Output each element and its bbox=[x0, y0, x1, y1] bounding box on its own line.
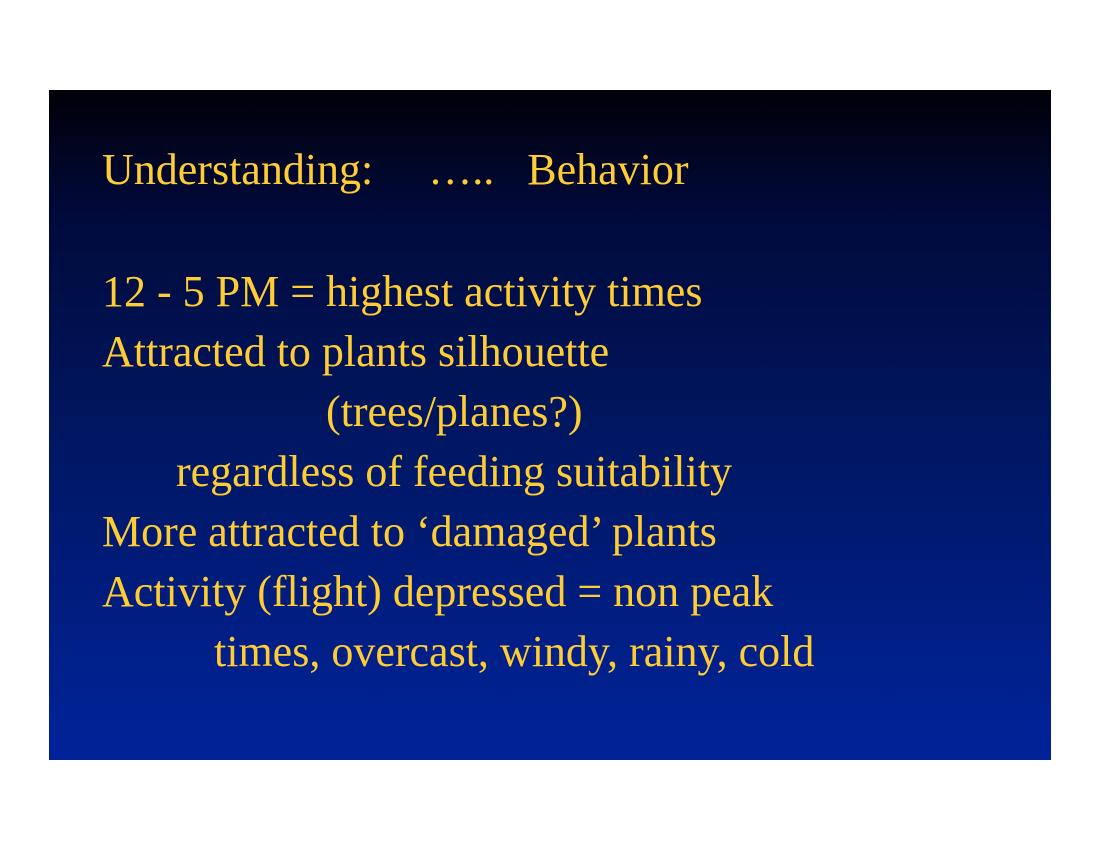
bullet-line-feeding-suitability: regardless of feeding suitability bbox=[176, 447, 732, 496]
bullet-line-weather-conditions: times, overcast, windy, rainy, cold bbox=[214, 627, 815, 676]
bullet-line-damaged-plants: More attracted to ‘damaged’ plants bbox=[102, 507, 717, 556]
bullet-line-flight-depressed: Activity (flight) depressed = non peak bbox=[102, 567, 774, 616]
slide: Understanding: ….. Behavior 12 - 5 PM = … bbox=[49, 90, 1051, 760]
bullet-line-activity-times: 12 - 5 PM = highest activity times bbox=[102, 267, 703, 316]
slide-heading: Understanding: ….. Behavior bbox=[102, 145, 689, 194]
bullet-line-silhouette: Attracted to plants silhouette bbox=[102, 327, 610, 376]
bullet-line-trees-planes: (trees/planes?) bbox=[326, 387, 583, 436]
